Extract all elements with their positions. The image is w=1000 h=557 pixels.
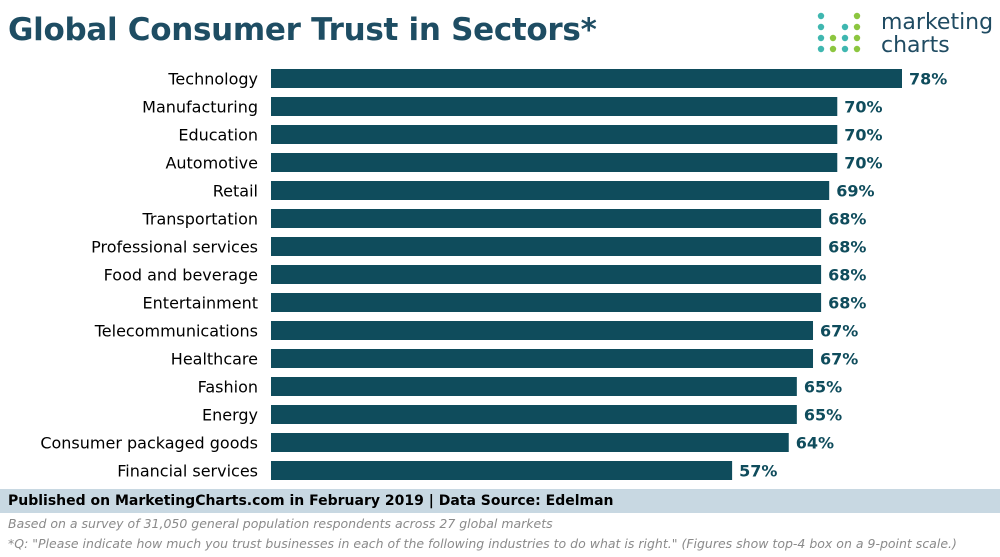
- category-label: Energy: [202, 406, 258, 425]
- category-label: Healthcare: [171, 350, 258, 369]
- footer-published: Published on MarketingCharts.com in Febr…: [8, 493, 614, 509]
- marketingcharts-logo: marketing charts: [815, 10, 995, 60]
- logo-text: marketing charts: [881, 12, 993, 58]
- bar: [271, 321, 814, 340]
- value-label: 69%: [836, 182, 874, 201]
- category-label: Food and beverage: [104, 266, 258, 285]
- value-label: 78%: [909, 70, 947, 89]
- category-label: Consumer packaged goods: [40, 434, 258, 453]
- bar: [271, 461, 733, 480]
- value-label: 68%: [828, 294, 866, 313]
- value-label: 68%: [828, 210, 866, 229]
- category-label: Transportation: [141, 210, 258, 229]
- category-label: Financial services: [117, 462, 258, 481]
- bar: [271, 237, 822, 256]
- value-label: 67%: [820, 322, 858, 341]
- footer-note-question: *Q: "Please indicate how much you trust …: [8, 536, 957, 551]
- value-label: 70%: [844, 154, 882, 173]
- category-label: Professional services: [91, 238, 258, 257]
- value-label: 67%: [820, 350, 858, 369]
- category-label: Education: [178, 126, 258, 145]
- logo-line-1: marketing: [881, 10, 994, 35]
- category-label: Telecommunications: [94, 322, 258, 341]
- value-label: 65%: [804, 406, 842, 425]
- bar: [271, 405, 797, 424]
- value-label: 68%: [828, 266, 866, 285]
- bar: [271, 377, 797, 396]
- footer-note-survey: Based on a survey of 31,050 general popu…: [8, 516, 553, 531]
- footer-bar: [0, 489, 1000, 513]
- value-label: 68%: [828, 238, 866, 257]
- bar: [271, 181, 830, 200]
- value-label: 70%: [844, 98, 882, 117]
- category-label: Fashion: [198, 378, 258, 397]
- bar: [271, 265, 822, 284]
- value-label: 65%: [804, 378, 842, 397]
- bar: [271, 125, 838, 144]
- chart-title: Global Consumer Trust in Sectors*: [8, 12, 597, 48]
- category-label: Technology: [167, 70, 258, 89]
- value-label: 64%: [796, 434, 834, 453]
- category-label: Manufacturing: [142, 98, 258, 117]
- bar: [271, 433, 789, 452]
- category-label: Retail: [213, 182, 258, 201]
- bar: [271, 153, 838, 172]
- value-label: 57%: [739, 462, 777, 481]
- bar: [271, 293, 822, 312]
- logo-dots-icon: [817, 12, 861, 53]
- bar: [271, 209, 822, 228]
- bar: [271, 69, 902, 88]
- bar: [271, 349, 814, 368]
- category-label: Entertainment: [143, 294, 258, 313]
- category-label: Automotive: [165, 154, 258, 173]
- bar: [271, 97, 838, 116]
- bar-chart: Technology 78% Manufacturing 70% Education 70…: [40, 69, 947, 481]
- value-label: 70%: [844, 126, 882, 145]
- logo-line-2: charts: [881, 33, 950, 58]
